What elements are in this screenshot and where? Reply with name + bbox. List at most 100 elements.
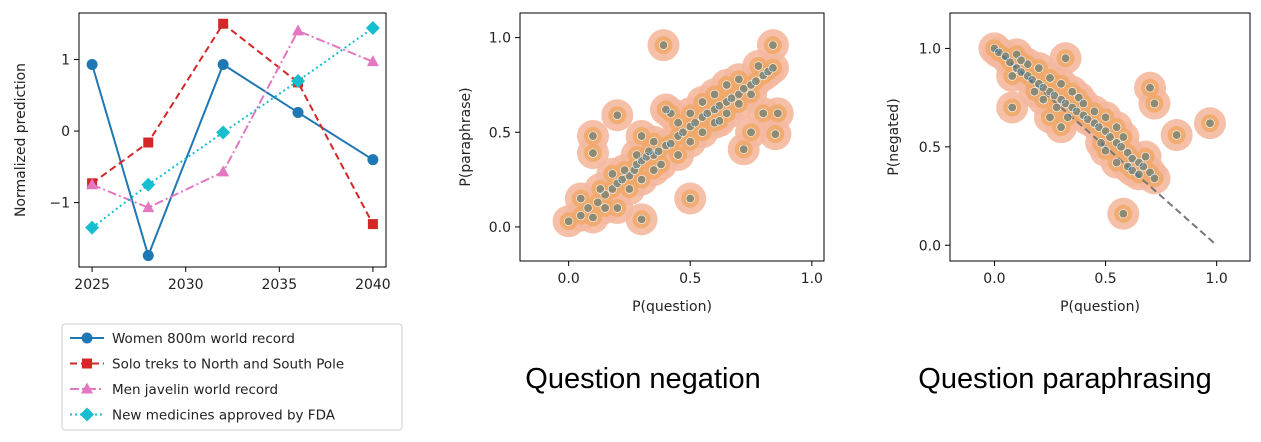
negation-scatter-density-blob (637, 175, 647, 185)
paraphrasing-scatter-point (1149, 173, 1160, 183)
negation-scatter-density-blob (654, 146, 664, 156)
paraphrasing-scatter-point (1140, 152, 1151, 162)
line-chart-xtick-label: 2025 (74, 277, 110, 293)
negation-scatter-density-blob (702, 108, 712, 118)
negation-scatter-point (654, 146, 664, 156)
legend-label-0: Women 800m world record (112, 331, 295, 347)
negation-scatter-point (583, 203, 593, 213)
paraphrasing-scatter-point (1112, 122, 1122, 132)
paraphrasing-scatter-point (1118, 132, 1128, 142)
paraphrasing-scatter-point (1096, 138, 1106, 148)
series-2-point (86, 178, 99, 190)
legend-marker-2 (81, 382, 93, 394)
paraphrasing-scatter-density-blob (1056, 122, 1066, 132)
negation-scatter-density-blob (739, 144, 749, 154)
negation-scatter-point (709, 104, 720, 115)
negation-scatter-point (722, 97, 732, 107)
paraphrasing-scatter-point (1116, 142, 1126, 152)
negation-scatter-point (763, 67, 773, 77)
negation-scatter-density-blob (576, 194, 586, 204)
paraphrasing-scatter-point (1052, 102, 1062, 113)
negation-scatter-point (649, 137, 659, 147)
negation-scatter-point (751, 76, 761, 86)
paraphrasing-scatter-density-blob (1045, 112, 1055, 122)
negation-scatter-density-blob (588, 212, 598, 222)
line-chart-frame (78, 12, 387, 268)
paraphrasing-scatter-ylabel: P(negated) (886, 98, 902, 175)
negation-scatter-point (636, 174, 647, 185)
paraphrasing-scatter-point (1145, 83, 1155, 93)
negation-scatter-point (678, 127, 688, 137)
negation-scatter-density-blob (697, 127, 707, 137)
paraphrasing-scatter-density-blob (1038, 83, 1048, 93)
series-1-point (367, 219, 378, 230)
negation-scatter-point (722, 108, 732, 118)
paraphrasing-scatter-density-blob (1101, 146, 1111, 156)
negation-caption: Question negation (525, 363, 760, 395)
negation-scatter-point (607, 169, 618, 179)
negation-scatter-density-blob (564, 216, 574, 226)
negation-scatter-ytick-label: 0.0 (489, 220, 511, 236)
negation-scatter-density-blob (612, 203, 622, 213)
negation-scatter-point (746, 80, 756, 90)
paraphrasing-scatter-point (1100, 146, 1111, 156)
negation-scatter-point (758, 70, 768, 81)
negation-scatter-point (673, 150, 683, 160)
paraphrasing-scatter-point (1205, 118, 1215, 128)
paraphrasing-scatter-density-blob (1112, 158, 1122, 168)
negation-scatter-point (773, 108, 783, 118)
negation-scatter-density-blob (746, 89, 756, 99)
series-line-0 (91, 63, 374, 259)
paraphrasing-scatter-density-blob (1045, 73, 1055, 83)
negation-scatter-point (576, 210, 586, 221)
series-3-point (365, 21, 380, 36)
paraphrasing-scatter-density-blob (1038, 95, 1048, 105)
paraphrasing-scatter-density-blob (1027, 75, 1037, 85)
negation-scatter-point (564, 216, 574, 226)
negation-scatter-point (746, 127, 756, 137)
negation-scatter-point (588, 212, 598, 223)
negation-scatter-point (588, 148, 598, 158)
negation-scatter-point (661, 104, 671, 115)
series-1-point (143, 137, 154, 148)
paraphrasing-scatter-density-blob (1172, 130, 1182, 140)
negation-scatter-point (656, 159, 666, 170)
negation-scatter-point (709, 118, 720, 128)
negation-scatter-point (702, 108, 712, 118)
paraphrasing-scatter-density-blob (1007, 102, 1017, 112)
negation-scatter-point (593, 197, 603, 207)
paraphrasing-scatter-density-blob (1116, 142, 1126, 152)
negation-scatter-point (770, 129, 780, 139)
line-chart-panel: 2025 2030 2035 2040 −1 0 1 Normalized predicti… (13, 12, 403, 431)
negation-scatter-point (576, 193, 586, 204)
negation-scatter-density-blob (576, 211, 586, 221)
paraphrasing-scatter-density-blob (1049, 91, 1059, 101)
negation-scatter-point (636, 214, 647, 224)
paraphrasing-scatter-density-blob (1029, 87, 1039, 97)
paraphrasing-scatter-point (1007, 71, 1017, 81)
paraphrasing-scatter-point (1063, 112, 1073, 122)
negation-scatter-xtick-label: 0.0 (558, 271, 580, 287)
paraphrasing-scatter-density-blob (1112, 122, 1122, 132)
negation-scatter-point (600, 203, 610, 213)
negation-scatter-point (768, 40, 778, 50)
negation-scatter-point (673, 131, 683, 141)
series-2-point (217, 165, 230, 177)
negation-scatter-density-blob (685, 108, 695, 118)
paraphrasing-scatter-density-blob (1145, 83, 1155, 93)
series-3-point (141, 177, 156, 192)
paraphrasing-scatter-point (1056, 79, 1066, 89)
negation-scatter-point (666, 139, 676, 149)
line-chart-ytick-label: 1 (61, 53, 70, 69)
negation-scatter-density-blob (661, 105, 671, 115)
paraphrasing-scatter-density-blob (1061, 99, 1071, 109)
negation-scatter-density-blob (773, 108, 783, 118)
negation-scatter-xtick-label: 0.5 (679, 271, 701, 287)
negation-scatter-density-blob (753, 61, 763, 71)
series-2-point (142, 201, 155, 213)
paraphrasing-scatter-density-blob (1089, 106, 1099, 116)
negation-scatter-density-blob (637, 214, 647, 224)
line-chart-legend: Women 800m world record Solo treks to Nor… (61, 323, 403, 431)
negation-scatter-point (697, 127, 708, 137)
negation-scatter-density-blob (588, 148, 598, 158)
